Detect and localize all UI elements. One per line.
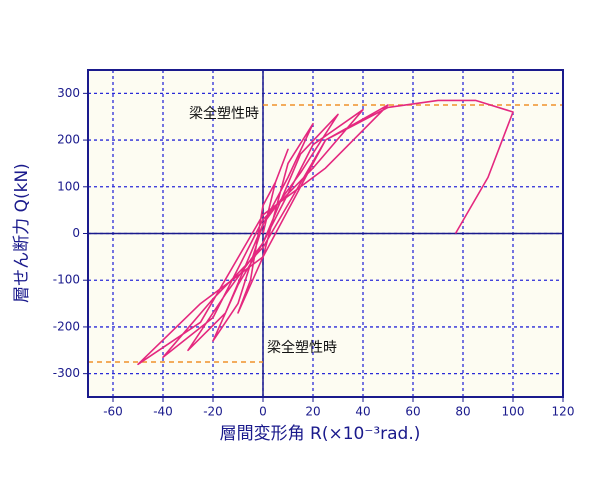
y-tick-label: 0 — [72, 226, 80, 240]
x-tick-label: 20 — [305, 405, 320, 419]
x-tick-label: 120 — [552, 405, 575, 419]
x-tick-label: 100 — [502, 405, 525, 419]
y-tick-label: -200 — [53, 319, 80, 333]
data-line — [137, 99, 514, 366]
x-tick-label: 40 — [355, 405, 370, 419]
reference-label: 梁全塑性時 — [189, 105, 259, 122]
x-tick-label: -20 — [203, 405, 223, 419]
x-tick-label: 80 — [455, 405, 470, 419]
x-tick-label: -60 — [103, 405, 123, 419]
y-tick-label: 200 — [57, 133, 80, 147]
x-tick-label: 60 — [405, 405, 420, 419]
y-tick-label: -300 — [53, 366, 80, 380]
y-tick-label: 100 — [57, 179, 80, 193]
y-axis-label: 層せん断力 Q(kN) — [12, 163, 32, 303]
reference-label: 梁全塑性時 — [267, 339, 337, 356]
x-tick-label: 0 — [259, 405, 267, 419]
x-tick-label: -40 — [153, 405, 173, 419]
plot-frame — [87, 69, 564, 398]
y-tick-label: 300 — [57, 86, 80, 100]
y-tick-label: -100 — [53, 273, 80, 287]
x-axis-label: 層間変形角 R(×10⁻³rad.) — [220, 424, 421, 444]
